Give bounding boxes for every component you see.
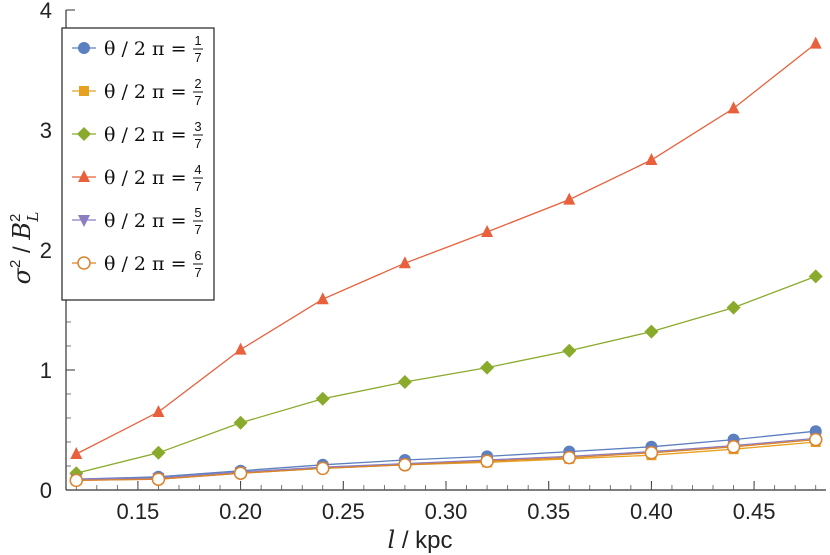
y-label-sep: /	[9, 240, 36, 260]
y-tick-label: 3	[40, 118, 52, 143]
legend-frac-den: 7	[194, 50, 201, 65]
data-point	[480, 454, 494, 468]
legend-frac-den: 7	[194, 93, 201, 108]
legend-label: θ / 2 π =	[104, 38, 187, 60]
legend-item: θ / 2 π = 6 7	[72, 248, 203, 280]
data-point	[808, 269, 823, 284]
x-tick-label: 0.30	[425, 499, 468, 524]
data-point	[151, 472, 166, 486]
data-point	[315, 391, 330, 406]
legend-label: θ / 2 π =	[104, 210, 187, 232]
series-layer	[69, 36, 823, 488]
data-point	[726, 300, 741, 315]
legend-frac-num: 6	[194, 248, 201, 263]
x-axis-ticks: 0.15 0.20 0.25 0.30 0.35 0.40 0.45	[75, 481, 817, 524]
legend-frac-den: 7	[194, 222, 201, 237]
legend-frac-den: 7	[194, 136, 201, 151]
legend-marker	[77, 127, 91, 141]
y-tick-label: 4	[40, 0, 52, 23]
legend: θ / 2 π = 17θ / 2 π = 27θ / 2 π = 37θ / 2 π…	[61, 27, 215, 301]
legend-marker	[78, 215, 90, 227]
data-point	[233, 415, 248, 430]
y-tick-label: 2	[40, 238, 52, 263]
series-line	[76, 430, 816, 480]
data-point	[480, 360, 495, 375]
data-point	[151, 445, 166, 460]
data-point	[316, 292, 329, 305]
series-line	[76, 275, 816, 474]
y-axis-label: σ2 / B2L	[7, 212, 42, 285]
legend-frac-num: 3	[194, 119, 201, 134]
data-point	[562, 343, 577, 358]
legend-item: θ / 2 π = 5 7	[72, 205, 203, 237]
data-point	[69, 473, 84, 488]
series-line	[75, 43, 817, 455]
legend-item: θ / 2 π = 1 7	[72, 33, 203, 65]
data-point	[316, 461, 330, 476]
data-point	[727, 101, 740, 114]
y-label-b: B	[8, 222, 36, 241]
data-point	[563, 192, 576, 205]
x-axis-label: l / kpc	[387, 526, 452, 554]
x-tick-label: 0.25	[322, 499, 365, 524]
y-label-sup: 2	[7, 260, 24, 268]
legend-label: θ / 2 π =	[104, 167, 187, 189]
legend-label: θ / 2 π =	[104, 253, 187, 275]
series-4	[70, 36, 822, 459]
data-point	[398, 458, 412, 472]
x-axis-var: l	[387, 526, 395, 554]
data-point	[644, 446, 659, 460]
data-point	[152, 405, 165, 417]
legend-marker	[79, 86, 89, 96]
legend-frac-num: 1	[194, 33, 201, 48]
data-point	[809, 36, 822, 49]
data-point	[398, 256, 411, 269]
legend-item: θ / 2 π = 4 7	[72, 162, 203, 194]
legend-frac-num: 2	[194, 76, 201, 91]
legend-frac-num: 4	[194, 162, 201, 177]
series-line	[76, 437, 816, 480]
y-tick-label: 1	[40, 358, 52, 383]
data-point	[644, 324, 659, 339]
svg-text:σ2 / B2L: σ2 / B2L	[7, 212, 42, 285]
data-point	[726, 440, 741, 454]
y-label-sigma: σ	[8, 267, 36, 284]
data-point	[234, 342, 247, 355]
x-tick-label: 0.45	[733, 499, 776, 524]
legend-frac-den: 7	[194, 265, 201, 280]
legend-label: θ / 2 π =	[104, 124, 187, 146]
series-line	[76, 438, 816, 482]
legend-marker	[77, 256, 91, 270]
x-tick-label: 0.35	[527, 499, 570, 524]
y-label-bsup: 2	[7, 214, 24, 222]
data-point	[233, 466, 248, 480]
data-point	[808, 432, 823, 447]
series-6	[69, 432, 823, 488]
x-tick-label: 0.20	[219, 499, 262, 524]
legend-item: θ / 2 π = 3 7	[72, 119, 203, 151]
data-point	[397, 375, 412, 389]
data-point	[481, 225, 494, 237]
data-point	[645, 153, 658, 165]
y-tick-label: 0	[40, 478, 52, 503]
legend-item: θ / 2 π = 2 7	[72, 76, 203, 108]
x-tick-label: 0.15	[116, 499, 159, 524]
series-3	[69, 269, 823, 481]
y-label-sub: L	[24, 212, 42, 223]
legend-label: θ / 2 π =	[104, 81, 187, 103]
data-point	[562, 450, 576, 465]
data-point	[70, 447, 83, 459]
legend-frac-num: 5	[194, 205, 201, 220]
legend-marker	[78, 170, 90, 182]
legend-frac-den: 7	[194, 179, 201, 194]
x-axis-unit: / kpc	[395, 527, 452, 554]
legend-marker	[78, 42, 90, 54]
x-tick-label: 0.40	[630, 499, 673, 524]
